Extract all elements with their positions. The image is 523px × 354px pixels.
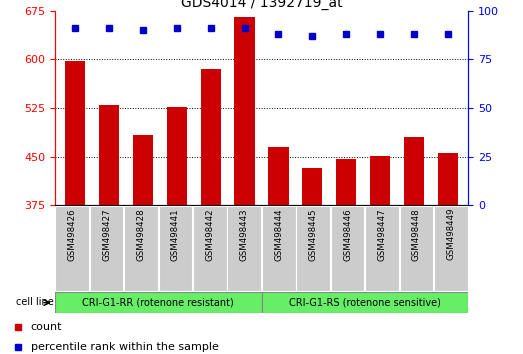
- Text: GSM498448: GSM498448: [412, 208, 421, 261]
- Bar: [302, 169, 323, 205]
- Text: GSM498442: GSM498442: [206, 208, 214, 261]
- Bar: [133, 135, 153, 205]
- Bar: [438, 153, 458, 205]
- FancyBboxPatch shape: [331, 206, 365, 291]
- FancyBboxPatch shape: [55, 206, 89, 291]
- Text: CRI-G1-RS (rotenone sensitive): CRI-G1-RS (rotenone sensitive): [289, 298, 441, 308]
- FancyBboxPatch shape: [193, 206, 227, 291]
- Bar: [200, 69, 221, 205]
- Bar: [336, 159, 356, 205]
- Bar: [99, 105, 119, 205]
- FancyBboxPatch shape: [228, 206, 261, 291]
- Bar: [404, 137, 424, 205]
- Text: GSM498443: GSM498443: [240, 208, 249, 261]
- FancyBboxPatch shape: [89, 206, 123, 291]
- FancyBboxPatch shape: [434, 206, 468, 291]
- FancyBboxPatch shape: [55, 292, 262, 313]
- Bar: [65, 61, 85, 205]
- Text: GSM498444: GSM498444: [274, 208, 283, 261]
- FancyBboxPatch shape: [365, 206, 399, 291]
- Text: GSM498447: GSM498447: [378, 208, 386, 261]
- FancyBboxPatch shape: [158, 206, 192, 291]
- FancyBboxPatch shape: [296, 206, 330, 291]
- Text: cell line: cell line: [17, 297, 54, 307]
- FancyBboxPatch shape: [262, 292, 468, 313]
- Text: GSM498441: GSM498441: [171, 208, 180, 261]
- Text: CRI-G1-RR (rotenone resistant): CRI-G1-RR (rotenone resistant): [82, 298, 234, 308]
- Text: GSM498428: GSM498428: [137, 208, 145, 261]
- FancyBboxPatch shape: [262, 206, 295, 291]
- FancyBboxPatch shape: [124, 206, 158, 291]
- Text: GSM498449: GSM498449: [446, 208, 456, 261]
- Text: percentile rank within the sample: percentile rank within the sample: [30, 342, 219, 352]
- Text: GSM498446: GSM498446: [343, 208, 352, 261]
- Text: GSM498427: GSM498427: [102, 208, 111, 261]
- Text: GSM498426: GSM498426: [67, 208, 77, 261]
- Text: count: count: [30, 322, 62, 332]
- Bar: [370, 156, 390, 205]
- Bar: [167, 107, 187, 205]
- Text: GSM498445: GSM498445: [309, 208, 317, 261]
- FancyBboxPatch shape: [400, 206, 434, 291]
- Bar: [268, 147, 289, 205]
- Title: GDS4014 / 1392719_at: GDS4014 / 1392719_at: [180, 0, 343, 10]
- Bar: [234, 17, 255, 205]
